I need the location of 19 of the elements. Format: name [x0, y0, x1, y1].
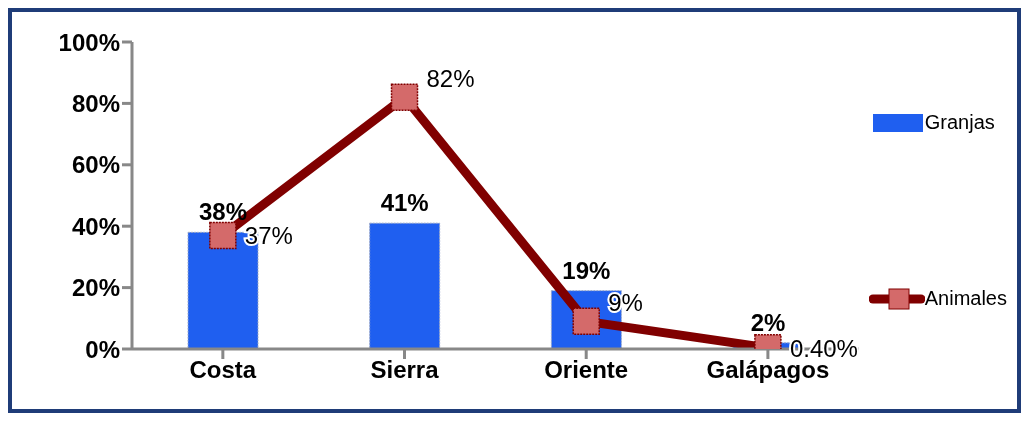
data-label: 38% — [198, 198, 248, 226]
y-tick-label: 40% — [71, 212, 120, 240]
point — [209, 221, 237, 250]
y-tick-label: 80% — [71, 89, 120, 117]
y-tick-label: 20% — [71, 274, 120, 302]
data-label: 41% — [380, 189, 429, 217]
bar — [369, 222, 441, 349]
point — [390, 83, 419, 112]
y-tick-label: 60% — [71, 151, 120, 179]
data-label: 2% — [750, 308, 786, 336]
legend-label: Granjas — [924, 111, 995, 134]
x-tick-label: Sierra — [370, 356, 440, 384]
legend-label: Animales — [924, 287, 1007, 310]
data-label: 82% — [426, 65, 475, 93]
y-tick-label: 0% — [85, 335, 120, 363]
x-tick-label: Oriente — [544, 356, 629, 384]
x-tick-label: Costa — [189, 356, 257, 384]
y-tick-label: 100% — [58, 28, 120, 56]
data-label: 19% — [562, 256, 611, 284]
